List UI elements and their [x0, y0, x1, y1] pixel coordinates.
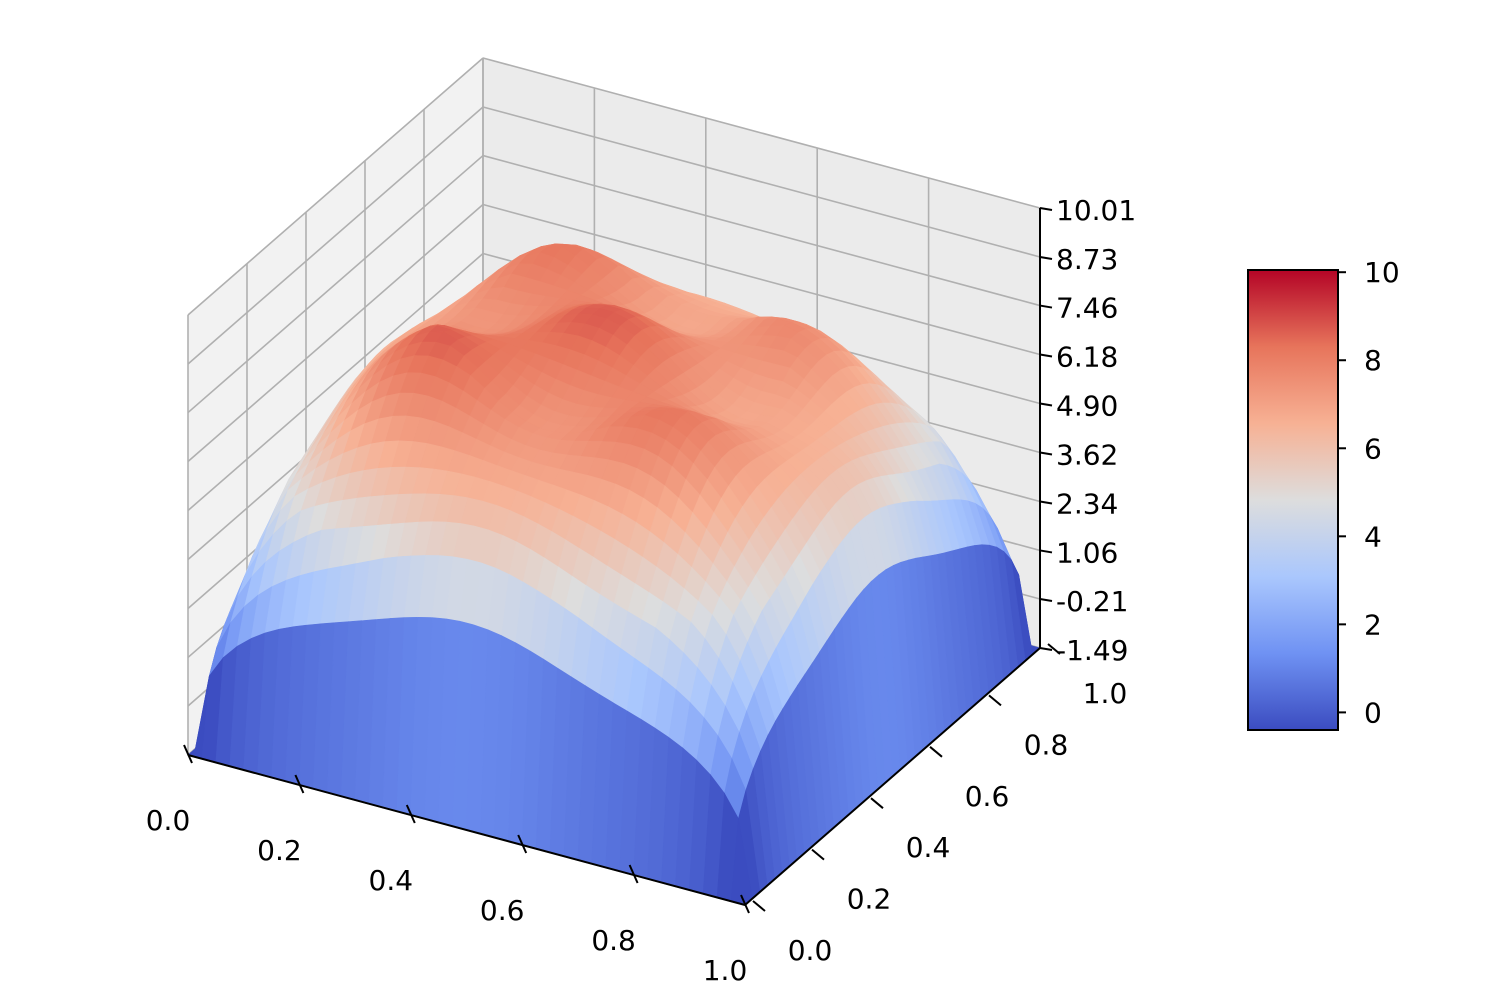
z-tick-label: 10.01	[1056, 194, 1136, 227]
z-tick-mark	[1039, 304, 1053, 309]
left-wall-grid-z	[187, 252, 484, 512]
z-tick-mark	[1039, 549, 1053, 554]
x-tick-mark	[628, 864, 639, 884]
back-wall-grid-z	[482, 106, 1041, 258]
back-wall-grid-z	[482, 154, 1041, 307]
z-tick-mark	[1039, 353, 1053, 358]
x-axis-line	[187, 754, 746, 906]
y-tick-mark	[870, 797, 884, 809]
x-tick-mark	[740, 894, 750, 914]
back-wall-grid-z	[482, 203, 1041, 356]
left-wall-grid-z	[187, 57, 484, 316]
y-tick-label: 0.8	[1024, 728, 1069, 761]
z-tick-label: 3.62	[1056, 438, 1118, 471]
y-tick-mark	[752, 900, 766, 912]
x-tick-label: 0.2	[257, 834, 302, 867]
z-axis-ticks: -1.49 -0.21 1.06 2.34 3.62 4.90 6.18 7.46 8.73 10…	[1039, 194, 1136, 667]
z-tick-mark	[1039, 402, 1053, 407]
y-tick-label: 0.0	[788, 934, 833, 967]
y-tick-mark	[988, 694, 1002, 707]
colorbar-tick-label: 8	[1364, 344, 1382, 377]
colorbar-tick-label: 10	[1364, 256, 1400, 289]
colorbar: 0 2 4 6 8 10	[1247, 256, 1400, 731]
y-tick-mark	[929, 746, 943, 758]
x-tick-mark	[294, 774, 305, 794]
left-wall-grid-z	[187, 154, 484, 414]
z-tick-mark	[1039, 598, 1053, 603]
z-tick-mark	[1039, 207, 1053, 211]
z-tick-label: -1.49	[1056, 634, 1128, 667]
surface-mesh	[187, 243, 1041, 906]
y-axis-line	[744, 647, 1041, 906]
z-tick-label: 6.18	[1056, 341, 1118, 374]
y-axis-ticks: 0.0 0.2 0.4 0.6 0.8 1.0	[752, 643, 1128, 967]
y-tick-label: 0.2	[847, 883, 892, 916]
z-tick-mark	[1039, 500, 1053, 505]
x-tick-label: 1.0	[703, 954, 748, 987]
x-axis-ticks: 0.0 0.2 0.4 0.6 0.8 1.0	[146, 744, 750, 987]
z-tick-mark	[1039, 255, 1053, 260]
back-wall-grid-z	[482, 57, 1041, 209]
z-tick-mark	[1039, 451, 1053, 456]
axis-lines	[187, 208, 1041, 906]
x-tick-mark	[405, 804, 416, 824]
y-tick-mark	[811, 848, 825, 861]
x-tick-label: 0.6	[480, 894, 525, 927]
colorbar-tick-label: 4	[1364, 520, 1382, 553]
z-tick-mark	[1039, 647, 1053, 651]
x-tick-label: 0.8	[591, 924, 636, 957]
z-tick-label: -0.21	[1056, 585, 1128, 618]
x-tick-label: 0.4	[369, 864, 414, 897]
z-tick-label: 2.34	[1056, 487, 1118, 520]
colorbar-tick-label: 2	[1364, 608, 1382, 641]
colorbar-tick-label: 0	[1364, 696, 1382, 729]
z-tick-label: 7.46	[1056, 292, 1118, 325]
left-wall-grid-z	[187, 106, 484, 365]
y-tick-mark	[1047, 643, 1061, 655]
y-tick-label: 0.6	[965, 780, 1010, 813]
colorbar-bar	[1247, 269, 1339, 731]
colorbar-tick-label: 6	[1364, 432, 1382, 465]
x-tick-label: 0.0	[146, 804, 191, 837]
z-tick-label: 8.73	[1056, 243, 1118, 276]
z-tick-label: 1.06	[1056, 536, 1118, 569]
z-tick-label: 4.90	[1056, 390, 1118, 423]
x-tick-mark	[517, 834, 528, 854]
x-tick-mark	[183, 744, 193, 764]
y-tick-label: 1.0	[1083, 677, 1128, 710]
left-wall-grid-z	[187, 203, 484, 463]
y-tick-label: 0.4	[906, 831, 951, 864]
